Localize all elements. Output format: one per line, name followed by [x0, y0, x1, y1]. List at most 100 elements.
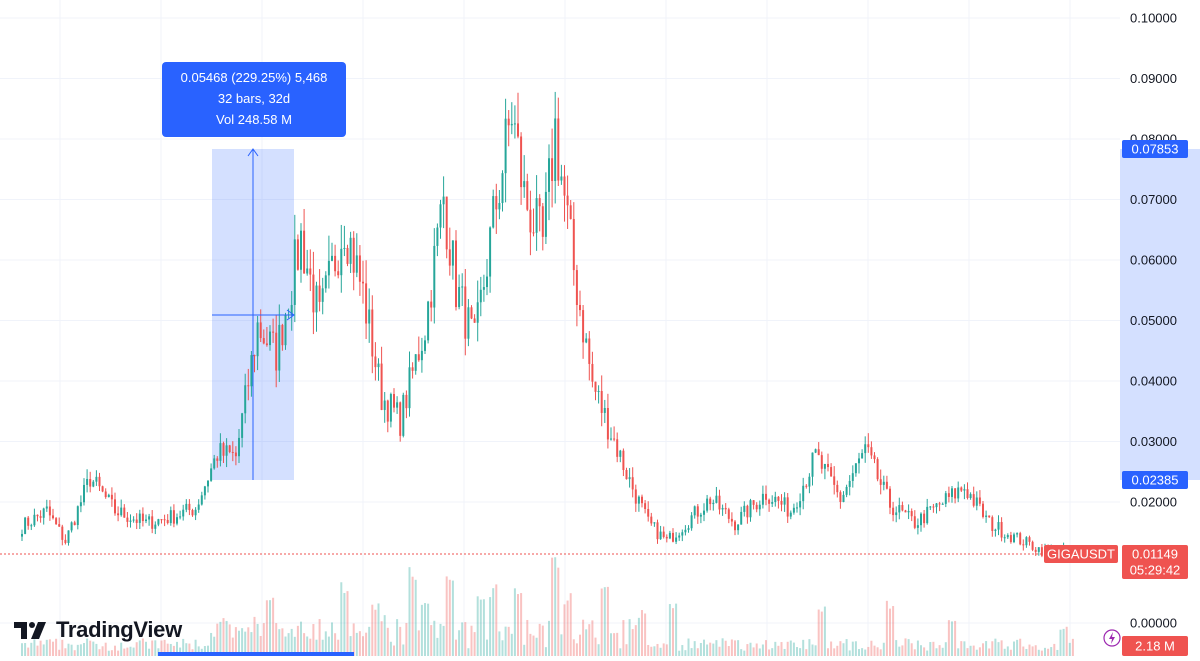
volume-bar [1013, 641, 1015, 656]
candle-body [743, 505, 746, 512]
candle-body [265, 343, 268, 346]
price-axis-tick-label: 0.05000 [1130, 313, 1177, 328]
price-axis[interactable]: 0.100000.090000.080000.070000.060000.050… [1130, 11, 1177, 631]
volume-bar [269, 600, 271, 656]
volume-bar [371, 604, 374, 656]
candle-body [172, 510, 175, 524]
candle-body [644, 503, 647, 510]
candle-body [994, 529, 997, 531]
candle-body [479, 289, 482, 303]
volume-bar [318, 619, 321, 656]
volume-bar [668, 604, 671, 656]
volume-bar [575, 643, 578, 656]
candle-body [1022, 544, 1025, 546]
volume-bar [1000, 640, 1003, 656]
volume-bar [451, 580, 454, 656]
volume-bar [910, 643, 913, 656]
candle-body [470, 307, 473, 319]
candle-body [610, 438, 612, 440]
volume-bar [486, 639, 488, 656]
volume-bar [730, 639, 733, 656]
volume-bar [929, 642, 932, 656]
candle-body [151, 516, 154, 529]
volume-bar [650, 646, 653, 656]
candle-body [45, 506, 48, 509]
candle-body [79, 502, 82, 507]
symbol-badge: GIGAUSDT [1044, 545, 1118, 563]
volume-bar [89, 640, 92, 656]
volume-bar [92, 641, 95, 656]
volume-bar [774, 641, 777, 656]
lightning-icon[interactable] [1103, 629, 1121, 647]
volume-bar [272, 597, 275, 656]
volume-bar [845, 639, 848, 656]
candle-body [455, 240, 457, 308]
volume-bar [197, 646, 200, 656]
candle-body [544, 191, 547, 237]
candle-body [352, 237, 355, 273]
candle-body [895, 512, 898, 516]
candle-body [699, 514, 702, 517]
price-axis-tick-label: 0.09000 [1130, 71, 1177, 86]
candle-body [591, 363, 594, 382]
volume-bar [154, 640, 157, 656]
volume-bar [882, 642, 885, 656]
measure-arrows [212, 148, 295, 480]
candle-body [920, 513, 922, 526]
candle-body [737, 524, 740, 531]
volume-bar [1028, 644, 1031, 656]
candle-body [882, 481, 885, 485]
candle-body [324, 275, 327, 289]
volume-bar [86, 638, 89, 656]
volume-bar [963, 641, 966, 656]
candle-body [703, 510, 705, 515]
volume-bar [978, 647, 981, 656]
volume-bar [656, 643, 659, 656]
candle-body [721, 507, 724, 510]
volume-bar [231, 637, 234, 656]
candle-body [898, 505, 901, 513]
volume-bar [867, 646, 870, 656]
volume-bar [30, 642, 33, 656]
candle-body [659, 531, 662, 540]
volume-bar [1065, 626, 1068, 656]
time-scroll-indicator[interactable] [158, 652, 354, 656]
candle-body [873, 455, 876, 460]
candle-body [603, 407, 606, 413]
volume-bar [138, 640, 141, 656]
volume-bar [39, 640, 42, 656]
volume-bar [861, 648, 864, 656]
candle-body [678, 535, 681, 538]
volume-bar [811, 644, 814, 656]
volume-bar [352, 623, 355, 656]
measure-bottom-label-text: 0.02385 [1132, 473, 1179, 488]
candle-body [802, 485, 805, 502]
candle-body [346, 247, 349, 264]
volume-bar [482, 599, 485, 656]
volume-bar [126, 647, 129, 656]
candle-body [985, 515, 988, 517]
candle-body [1019, 533, 1022, 545]
candle-body [495, 196, 498, 210]
candle-body [42, 508, 45, 518]
volume-bar [523, 644, 526, 656]
volume-bar [145, 641, 147, 656]
volume-bar [749, 642, 752, 656]
candle-body [724, 507, 727, 510]
volume-bar [98, 649, 101, 656]
volume-bar [73, 650, 76, 656]
volume-bar [743, 650, 746, 656]
volume-bar [557, 567, 560, 656]
candle-body [513, 123, 516, 125]
volume-bar [309, 638, 312, 656]
candle-body [944, 493, 947, 504]
volume-bar [312, 624, 315, 656]
volume-bar [718, 646, 721, 656]
candle-body [845, 486, 848, 495]
tradingview-logo[interactable]: TradingView [14, 616, 182, 644]
volume-bar [114, 645, 116, 656]
volume-bar [442, 625, 445, 656]
volume-bar [641, 610, 643, 656]
volume-label-text: 2.18 M [1135, 639, 1175, 654]
